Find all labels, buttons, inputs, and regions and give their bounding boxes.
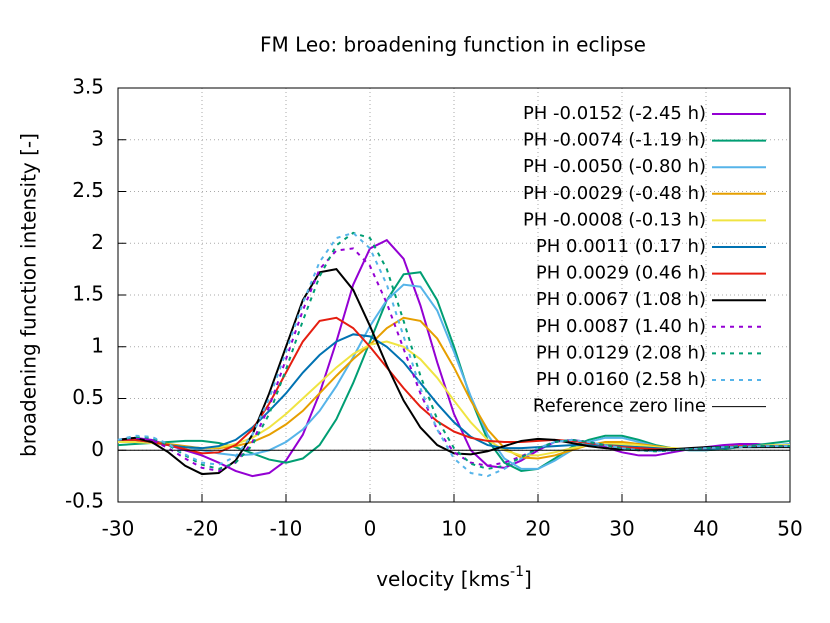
x-tick-label: -10 bbox=[270, 517, 303, 541]
y-tick-label: 0 bbox=[91, 437, 104, 461]
x-axis-label-sup: -1 bbox=[510, 564, 524, 580]
series-line bbox=[117, 231, 790, 470]
x-tick-label: 40 bbox=[693, 517, 718, 541]
legend-label: PH 0.0087 (1.40 h) bbox=[536, 316, 706, 337]
y-tick-label: -0.5 bbox=[65, 489, 104, 513]
y-tick-label: 3.5 bbox=[72, 75, 104, 99]
legend-label: PH 0.0129 (2.08 h) bbox=[536, 342, 706, 363]
x-tick-label: 30 bbox=[609, 517, 634, 541]
legend-label: PH 0.0011 (0.17 h) bbox=[536, 236, 706, 257]
plot-frame bbox=[117, 87, 791, 503]
y-tick-label: 0.5 bbox=[72, 385, 104, 409]
x-axis-label: velocity [kms-1] bbox=[376, 564, 532, 591]
legend-label: Reference zero line bbox=[533, 396, 706, 417]
x-tick-label: 0 bbox=[364, 517, 377, 541]
y-axis-label: broadening function intensity [-] bbox=[17, 133, 41, 457]
y-tick-label: 2.5 bbox=[72, 178, 104, 202]
chart-title: FM Leo: broadening function in eclipse bbox=[260, 33, 646, 57]
y-tick-label: 1 bbox=[91, 333, 104, 357]
legend-label: PH -0.0074 (-1.19 h) bbox=[523, 130, 706, 151]
x-tick-label: -20 bbox=[186, 517, 219, 541]
legend-label: PH -0.0029 (-0.48 h) bbox=[523, 183, 706, 204]
y-tick-label: 2 bbox=[91, 230, 104, 254]
legend-label: PH -0.0152 (-2.45 h) bbox=[523, 103, 706, 124]
legend-label: PH 0.0067 (1.08 h) bbox=[536, 289, 706, 310]
x-tick-label: 10 bbox=[441, 517, 466, 541]
y-tick-label: 3 bbox=[91, 126, 104, 150]
x-tick-label: -30 bbox=[102, 517, 135, 541]
legend-label: PH -0.0050 (-0.80 h) bbox=[523, 156, 706, 177]
x-tick-label: 50 bbox=[777, 517, 802, 541]
legend-label: PH -0.0008 (-0.13 h) bbox=[523, 209, 706, 230]
x-axis-label-text: velocity [kms bbox=[376, 567, 510, 591]
x-tick-label: 20 bbox=[525, 517, 550, 541]
x-axis-label-end: ] bbox=[524, 567, 532, 591]
series-line bbox=[117, 238, 791, 478]
y-tick-label: 1.5 bbox=[72, 282, 104, 306]
legend-label: PH 0.0160 (2.58 h) bbox=[536, 369, 706, 390]
legend-label: PH 0.0029 (0.46 h) bbox=[536, 263, 706, 284]
